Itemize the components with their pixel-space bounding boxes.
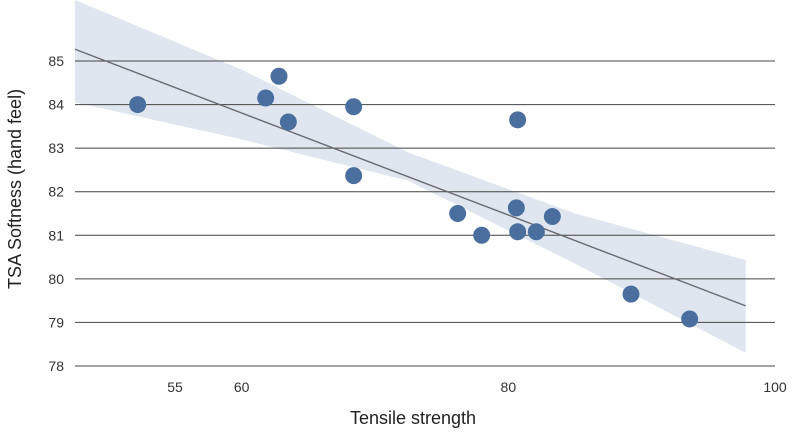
y-tick-label: 79	[48, 314, 64, 330]
data-points	[129, 67, 699, 328]
data-point	[257, 89, 275, 107]
y-axis-title: TSA Softness (hand feel)	[5, 89, 25, 289]
data-point	[449, 205, 467, 222]
y-tick-label: 81	[48, 227, 64, 243]
data-point	[345, 98, 363, 116]
data-point	[279, 113, 297, 131]
y-tick-label: 83	[48, 140, 64, 156]
y-tick-labels: 78 79 80 81 82 83 84 85	[48, 53, 64, 374]
data-point	[681, 310, 699, 328]
fit-line-layer	[74, 48, 746, 307]
gridlines	[75, 60, 775, 367]
data-point	[509, 111, 527, 129]
data-point	[543, 208, 561, 226]
data-point	[622, 285, 640, 303]
y-tick-label: 78	[48, 358, 64, 374]
data-point	[527, 223, 545, 241]
x-tick-label: 55	[167, 379, 183, 395]
confidence-band-layer	[75, 0, 746, 353]
data-point	[129, 96, 147, 114]
x-tick-label: 100	[763, 379, 787, 395]
data-point	[507, 199, 525, 217]
fit-line	[74, 48, 746, 307]
confidence-band	[75, 0, 746, 353]
x-tick-label: 80	[501, 379, 517, 395]
x-tick-labels: 55 60 80 100	[167, 379, 787, 395]
x-axis-title: Tensile strength	[350, 408, 476, 428]
y-tick-label: 82	[48, 184, 64, 200]
y-tick-label: 85	[48, 53, 64, 69]
x-tick-label: 60	[234, 379, 250, 395]
data-point	[509, 223, 527, 241]
data-point	[270, 67, 288, 85]
y-tick-label: 80	[48, 271, 64, 287]
y-tick-label: 84	[48, 97, 64, 113]
data-point	[473, 226, 491, 244]
data-point	[345, 167, 363, 185]
